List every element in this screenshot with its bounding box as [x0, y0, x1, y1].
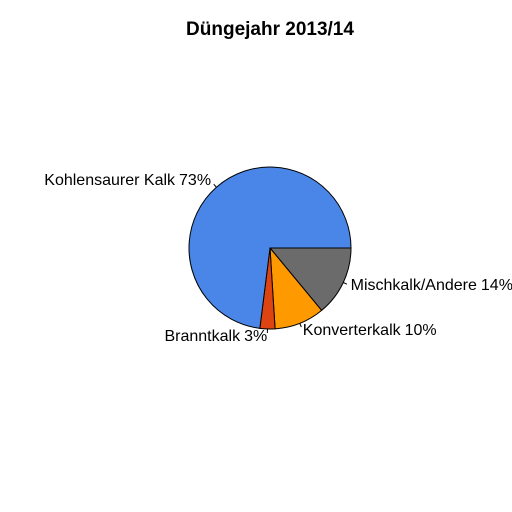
slice-category: Kohlensaurer Kalk [44, 172, 176, 189]
slice-value-label: 10% [405, 322, 437, 339]
slice-label: Konverterkalk 10% [303, 322, 437, 339]
slice-category: Mischkalk/Andere [351, 277, 477, 294]
label-tick [343, 282, 348, 285]
slice-category: Branntkalk [164, 328, 241, 345]
slice-value-label: 3% [244, 328, 267, 345]
slice-label: Mischkalk/Andere 14% [351, 277, 512, 294]
label-tick [299, 323, 302, 328]
chart-title: Düngejahr 2013/14 [186, 19, 354, 40]
slice-category: Konverterkalk [303, 322, 402, 339]
slice-label: Branntkalk 3% [164, 328, 267, 345]
slice-value-label: 73% [179, 172, 211, 189]
slice-label: Kohlensaurer Kalk 73% [44, 172, 211, 189]
label-tick [213, 183, 217, 188]
slice-value-label: 14% [481, 277, 512, 294]
